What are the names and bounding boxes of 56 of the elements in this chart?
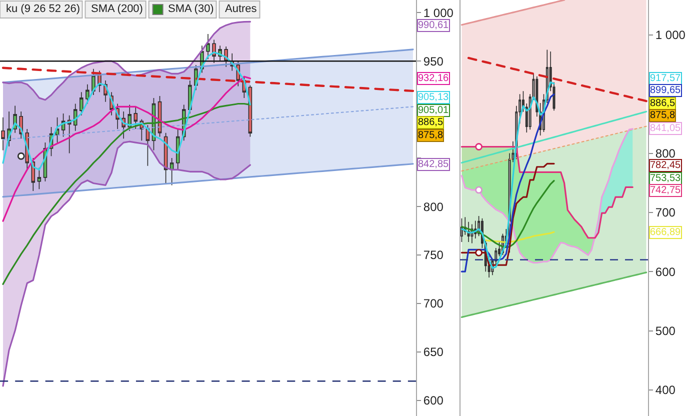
text: 841,05 — [650, 123, 682, 134]
text: 742,75 — [650, 185, 682, 196]
candlestick — [80, 92, 84, 116]
line-series — [2, 48, 414, 84]
line-series — [460, 272, 648, 318]
y-tick-label: 750 — [423, 248, 444, 262]
line-series — [2, 20, 251, 101]
candlestick — [86, 84, 90, 104]
y-tick-label: 800 — [423, 200, 444, 214]
line-series — [460, 162, 555, 266]
text: 886,5 — [418, 117, 444, 128]
y-tick-label: 400 — [655, 383, 676, 398]
y-tick-label: 1 000 — [655, 28, 686, 42]
line-series — [460, 180, 555, 248]
text: 990,61 — [418, 20, 450, 31]
text: 886,5 — [650, 98, 676, 109]
line-series — [460, 128, 634, 264]
line-series — [2, 106, 414, 140]
candlestick — [134, 106, 138, 130]
line-series — [2, 52, 251, 170]
line-series — [2, 76, 251, 222]
text: 932,16 — [418, 73, 450, 84]
line-series — [460, 0, 566, 26]
y-tick-label: 600 — [655, 264, 676, 279]
annotation: Autres — [225, 3, 258, 15]
y-tick-label: 1 000 — [423, 6, 454, 20]
text: 905,01 — [418, 105, 450, 116]
line-series — [461, 126, 647, 172]
annotation: ku (9 26 52 26) — [6, 3, 80, 15]
text: 905,13 — [418, 92, 450, 103]
annotation: SMA (200) — [91, 3, 143, 15]
y-tick-label: 500 — [655, 324, 676, 338]
line-series — [2, 102, 251, 285]
text: 782,45 — [650, 160, 682, 171]
text: 899,65 — [650, 85, 682, 96]
y-tick-label: 700 — [423, 296, 444, 311]
candlestick — [1, 116, 5, 151]
text: 666,89 — [650, 227, 682, 238]
line-series — [2, 140, 251, 387]
candlestick — [206, 34, 210, 60]
line-series — [467, 56, 648, 102]
text: 875,8 — [650, 110, 676, 121]
y-tick-label: 600 — [423, 394, 444, 408]
text: 842,85 — [418, 159, 450, 170]
line-series — [2, 163, 414, 198]
y-tick-label: 800 — [655, 146, 676, 160]
text: 875,8 — [418, 130, 444, 141]
y-tick-label: 950 — [423, 54, 444, 68]
line-series — [460, 110, 648, 164]
y-tick-label: 700 — [655, 206, 676, 220]
line-series — [484, 231, 555, 243]
line-series — [2, 66, 414, 92]
legend-label: SMA (30) — [168, 3, 214, 15]
text: 917,57 — [650, 73, 682, 84]
y-tick-label: 650 — [423, 345, 444, 360]
text: 753,53 — [650, 173, 682, 184]
